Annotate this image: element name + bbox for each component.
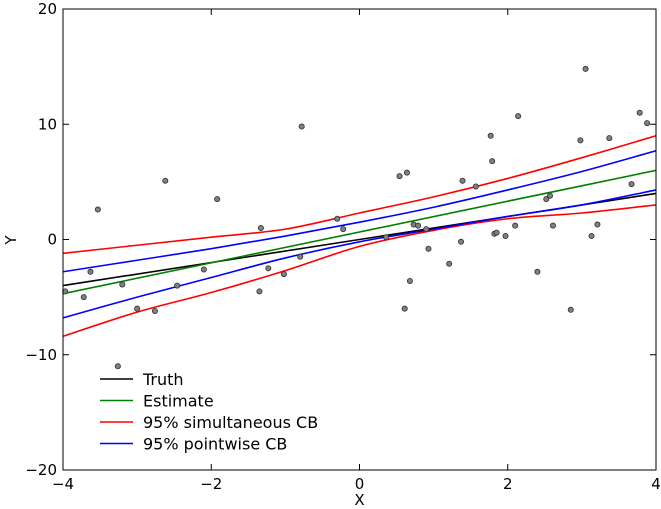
y-tick-label: 10 (38, 115, 57, 133)
data-point (594, 221, 601, 228)
data-point (458, 238, 465, 245)
data-point (425, 245, 432, 252)
data-point (134, 305, 141, 312)
data-point (87, 268, 94, 275)
data-point (80, 294, 87, 301)
data-point (459, 177, 466, 184)
data-point (396, 173, 403, 180)
data-point (512, 222, 519, 229)
series-layer (62, 135, 657, 338)
data-point (403, 169, 410, 176)
legend: Truth Estimate 95% simultaneous CB 95% poin… (100, 370, 318, 454)
data-point (94, 206, 101, 213)
data-point (606, 135, 613, 142)
data-point (151, 307, 158, 314)
data-point (543, 196, 550, 203)
data-point (340, 226, 347, 233)
data-point (415, 222, 422, 229)
data-point (114, 363, 121, 370)
data-point (502, 233, 509, 240)
data-point (383, 234, 390, 241)
legend-label: 95% pointwise CB (143, 435, 287, 454)
series-lower-line-2 (62, 204, 657, 338)
y-tick-label: 0 (47, 231, 57, 249)
legend-label: Truth (142, 370, 184, 389)
data-point (334, 215, 341, 222)
data-point (567, 306, 574, 313)
x-tick-label: 4 (651, 475, 661, 493)
points-layer (62, 65, 651, 370)
data-point (582, 65, 589, 72)
data-point (265, 265, 272, 272)
data-point (446, 260, 453, 267)
data-point (214, 196, 221, 203)
data-point (487, 132, 494, 139)
data-point (200, 266, 207, 273)
data-point (493, 229, 500, 236)
y-tick-label: −20 (25, 461, 57, 479)
series-lower-line-3 (62, 189, 657, 319)
y-tick-label: −10 (25, 346, 57, 364)
data-point (423, 226, 430, 233)
y-tick-label: 20 (38, 0, 57, 18)
x-axis-label: X (354, 491, 364, 509)
data-point (472, 183, 479, 190)
data-point (644, 120, 651, 127)
data-point (406, 277, 413, 284)
series-upper-line-2 (62, 135, 657, 255)
data-point (298, 123, 305, 130)
data-point (119, 281, 126, 288)
data-point (489, 158, 496, 165)
data-point (401, 305, 408, 312)
data-point (628, 181, 635, 188)
x-tick-label: −2 (200, 475, 222, 493)
series-line-1 (62, 169, 657, 295)
data-point (588, 233, 595, 240)
data-point (534, 268, 541, 275)
data-point (547, 192, 554, 199)
legend-label: 95% simultaneous CB (143, 413, 318, 432)
data-point (297, 253, 304, 260)
data-point (256, 288, 263, 295)
x-tick-label: 2 (503, 475, 513, 493)
legend-label: Estimate (143, 392, 214, 411)
y-axis-label: Y (2, 235, 20, 246)
data-point (549, 222, 556, 229)
data-point (577, 137, 584, 144)
data-point (162, 177, 169, 184)
x-tick-label: 0 (355, 475, 365, 493)
series-upper-line-3 (62, 149, 657, 273)
data-point (515, 113, 522, 120)
data-point (174, 282, 181, 289)
data-point (257, 224, 264, 231)
x-tick-label: −4 (52, 475, 74, 493)
data-point (280, 271, 287, 278)
data-point (636, 109, 643, 116)
